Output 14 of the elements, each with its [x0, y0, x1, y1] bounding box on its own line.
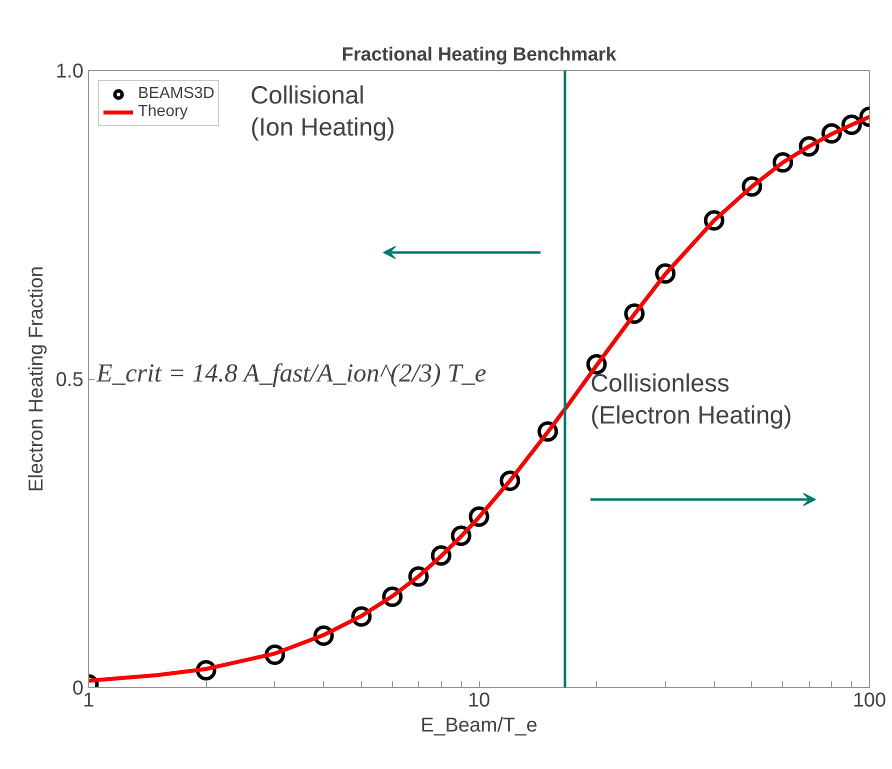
y-tick-label: 0.5 [56, 369, 84, 391]
x-tick-label: 1 [82, 690, 94, 712]
y-tick-label: 0 [72, 678, 84, 700]
y-axis-title: Electron Heating Fraction [26, 266, 48, 492]
x-tick-label: 10 [468, 690, 490, 712]
x-tick-label: 100 [852, 690, 886, 712]
annotation: E_crit = 14.8 A_fast/A_ion^(2/3) T_e [96, 358, 486, 388]
annotation: Collisional (Ion Heating) [250, 82, 396, 142]
y-tick-label: 1.0 [56, 60, 84, 82]
chart-title: Fractional Heating Benchmark [342, 44, 617, 66]
annotation: Collisionless (Electron Heating) [590, 370, 792, 430]
legend-label: BEAMS3D [138, 85, 214, 103]
legend-label: Theory [138, 103, 188, 121]
x-axis-title: E_Beam/T_e [420, 714, 538, 736]
